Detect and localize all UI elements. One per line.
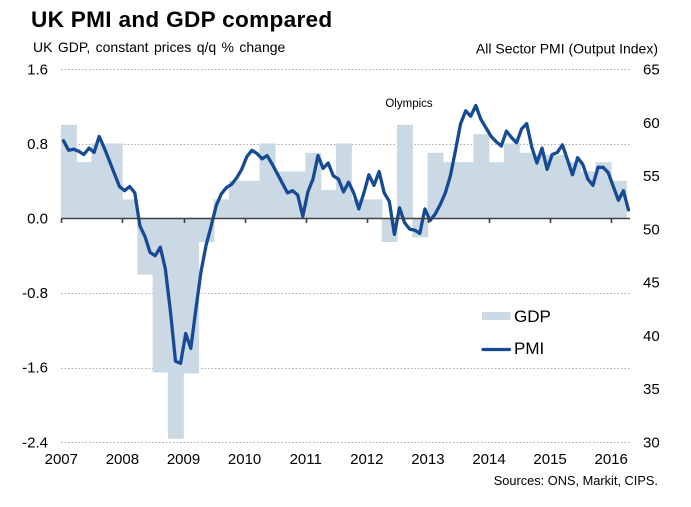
svg-text:2016: 2016 xyxy=(595,451,628,468)
svg-text:2009: 2009 xyxy=(167,451,200,468)
svg-text:50: 50 xyxy=(643,221,660,238)
svg-text:2011: 2011 xyxy=(290,451,322,468)
svg-text:35: 35 xyxy=(643,381,660,398)
svg-text:2010: 2010 xyxy=(228,451,261,468)
svg-text:1.6: 1.6 xyxy=(27,62,48,79)
svg-text:Sources: ONS, Markit, CIPS.: Sources: ONS, Markit, CIPS. xyxy=(494,473,658,488)
svg-text:45: 45 xyxy=(643,275,660,292)
svg-text:55: 55 xyxy=(643,168,660,185)
svg-text:UK GDP, constant prices q/q %: UK GDP, constant prices q/q % change xyxy=(33,39,286,55)
svg-text:0.8: 0.8 xyxy=(27,136,48,153)
svg-text:-0.8: -0.8 xyxy=(22,285,48,302)
svg-text:All Sector PMI (Output Index): All Sector PMI (Output Index) xyxy=(476,41,658,57)
svg-text:UK PMI and GDP compared: UK PMI and GDP compared xyxy=(31,7,333,32)
svg-text:65: 65 xyxy=(643,62,660,79)
svg-text:30: 30 xyxy=(643,434,660,451)
svg-text:-2.4: -2.4 xyxy=(22,434,48,451)
svg-text:2013: 2013 xyxy=(411,451,444,468)
svg-text:2014: 2014 xyxy=(472,451,505,468)
svg-text:PMI: PMI xyxy=(514,339,544,358)
svg-text:60: 60 xyxy=(643,115,660,132)
svg-text:0.0: 0.0 xyxy=(27,211,48,228)
svg-text:Olympics: Olympics xyxy=(385,98,433,110)
svg-text:2015: 2015 xyxy=(533,451,566,468)
svg-text:40: 40 xyxy=(643,328,660,345)
svg-text:-1.6: -1.6 xyxy=(22,360,48,377)
svg-text:2012: 2012 xyxy=(350,451,383,468)
svg-text:GDP: GDP xyxy=(514,307,551,326)
svg-text:2007: 2007 xyxy=(45,451,78,468)
svg-text:2008: 2008 xyxy=(106,451,139,468)
